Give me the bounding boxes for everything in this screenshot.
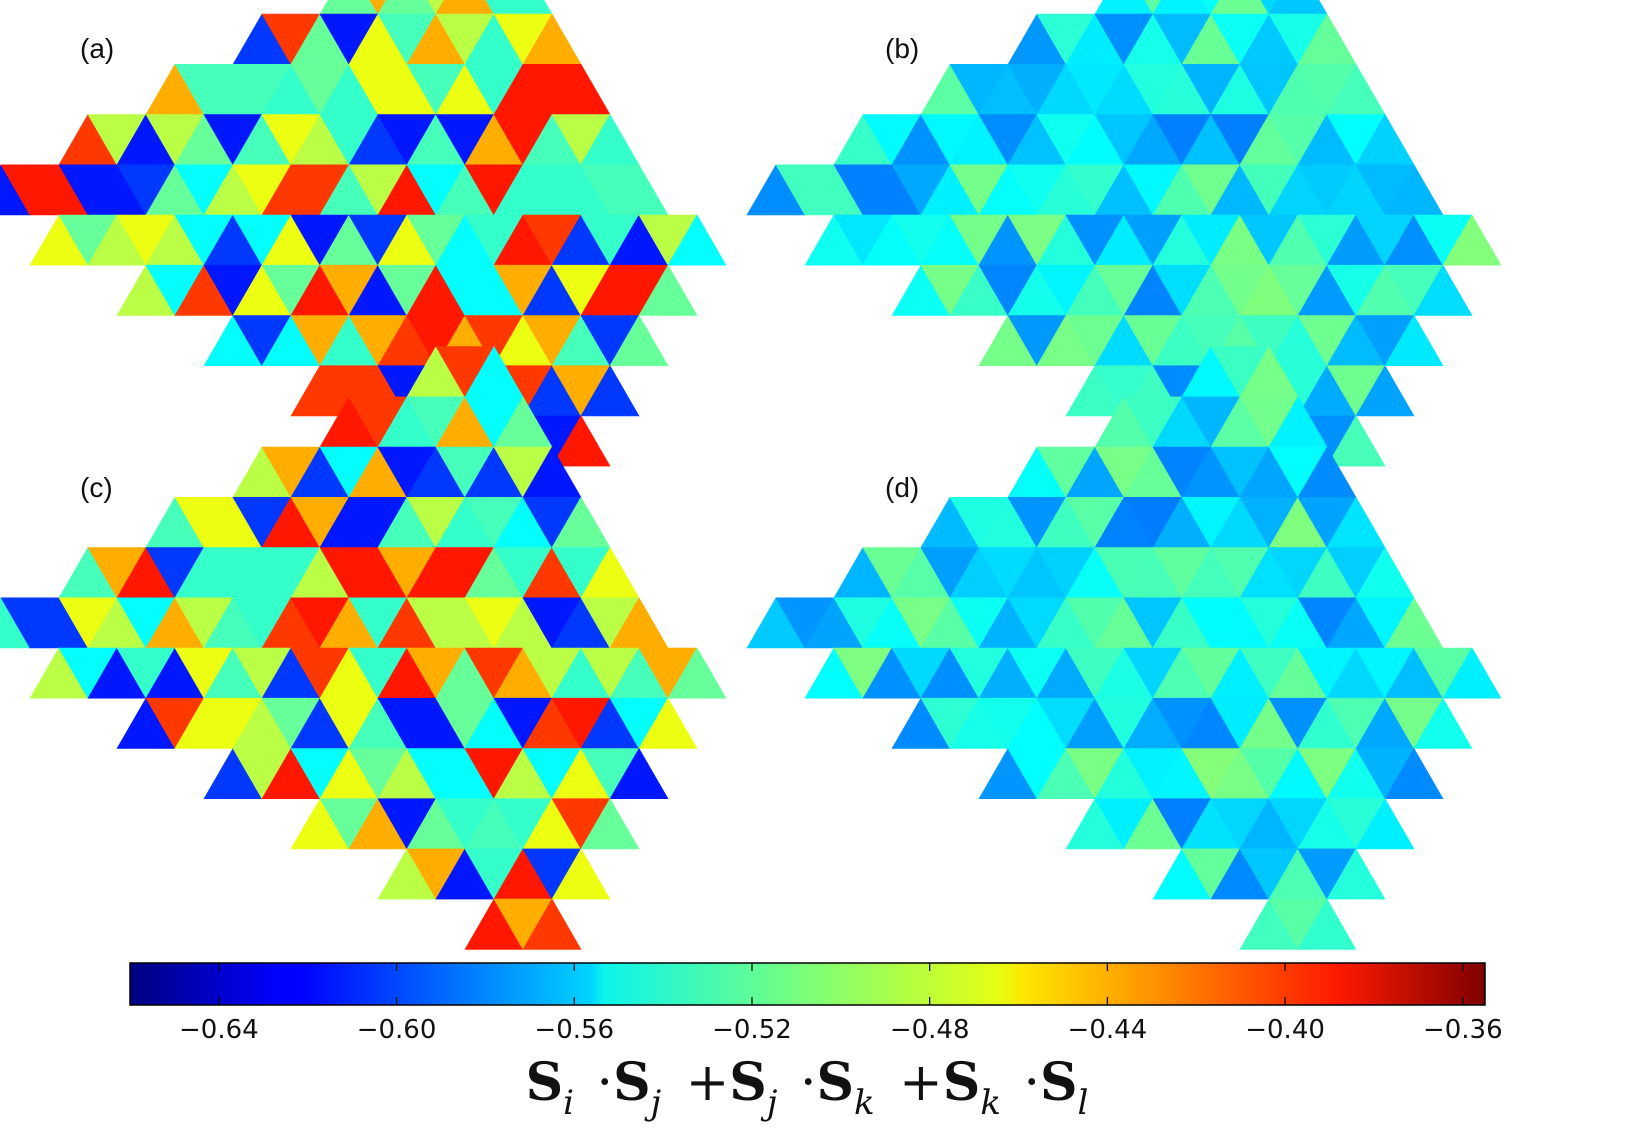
plaquette-triangle bbox=[1355, 365, 1415, 417]
plaquette-triangle bbox=[609, 747, 669, 800]
plaquette-triangle bbox=[377, 0, 437, 15]
plaquette-triangle bbox=[1413, 697, 1473, 749]
plaquette-triangle bbox=[427, 0, 445, 15]
plaquette-triangle bbox=[1210, 0, 1270, 15]
panel-c bbox=[0, 345, 727, 951]
plaquette-triangle bbox=[580, 798, 640, 850]
plaquette-triangle bbox=[551, 848, 611, 900]
plaquette-triangle bbox=[580, 365, 640, 417]
plaquette-triangle bbox=[1260, 0, 1278, 15]
plaquette-triangle bbox=[1326, 415, 1386, 467]
plaquette-triangle bbox=[1384, 314, 1444, 367]
plaquette-triangle bbox=[1094, 0, 1154, 15]
colorbar-tick-label: −0.40 bbox=[1245, 1015, 1325, 1045]
plaquette-triangle bbox=[485, 0, 503, 15]
plaquette-triangle bbox=[493, 0, 553, 15]
colorbar-tick-label: −0.64 bbox=[179, 1015, 259, 1045]
plaquette-triangle bbox=[319, 0, 379, 15]
panel-label-d: (d) bbox=[885, 472, 919, 503]
panel-label-b: (b) bbox=[885, 33, 919, 64]
plaquette-triangle bbox=[1355, 798, 1415, 850]
plaquette-triangle bbox=[551, 415, 611, 467]
plaquette-triangle bbox=[1144, 0, 1162, 15]
panel-d bbox=[746, 345, 1502, 951]
plaquette-triangle bbox=[1442, 214, 1502, 266]
plaquette-triangle bbox=[1384, 747, 1444, 800]
plaquette-triangle bbox=[522, 898, 582, 950]
plaquette-triangle bbox=[638, 264, 698, 316]
colorbar-title: Si ·Sj +Sj ·Sk +Sk ·Sl bbox=[526, 1052, 1089, 1127]
colorbar-gradient bbox=[129, 962, 1486, 1006]
plaquette-triangle bbox=[1442, 647, 1502, 699]
plaquette-triangle bbox=[1297, 898, 1357, 950]
plaquette-triangle bbox=[609, 314, 669, 367]
colorbar-tick-label: −0.36 bbox=[1423, 1015, 1503, 1045]
plaquette-triangle bbox=[667, 214, 727, 266]
panel-label-c: (c) bbox=[80, 472, 113, 503]
colorbar: −0.64 −0.60 −0.56 −0.52 −0.48 −0.44 −0.40 −0.36… bbox=[129, 962, 1503, 1127]
colorbar-tick-label: −0.52 bbox=[712, 1015, 792, 1045]
plaquette-triangle bbox=[667, 647, 727, 699]
colorbar-tick-label: −0.56 bbox=[534, 1015, 614, 1045]
plaquette-triangle bbox=[1326, 848, 1386, 900]
plaquette-triangle bbox=[1268, 0, 1328, 15]
plaquette-triangle bbox=[1413, 264, 1473, 316]
plaquette-triangle bbox=[1202, 0, 1220, 15]
colorbar-tick-label: −0.44 bbox=[1068, 1015, 1148, 1045]
colorbar-tick-label: −0.48 bbox=[890, 1015, 970, 1045]
plaquette-triangle bbox=[1152, 0, 1212, 15]
plaquette-triangle bbox=[369, 0, 387, 15]
plaquette-triangle bbox=[638, 697, 698, 749]
colorbar-tick-label: −0.60 bbox=[357, 1015, 437, 1045]
colorbar-ticks: −0.64 −0.60 −0.56 −0.52 −0.48 −0.44 −0.40 −0.36 bbox=[179, 963, 1503, 1045]
plaquette-triangle bbox=[435, 0, 495, 15]
panel-label-a: (a) bbox=[80, 33, 114, 64]
